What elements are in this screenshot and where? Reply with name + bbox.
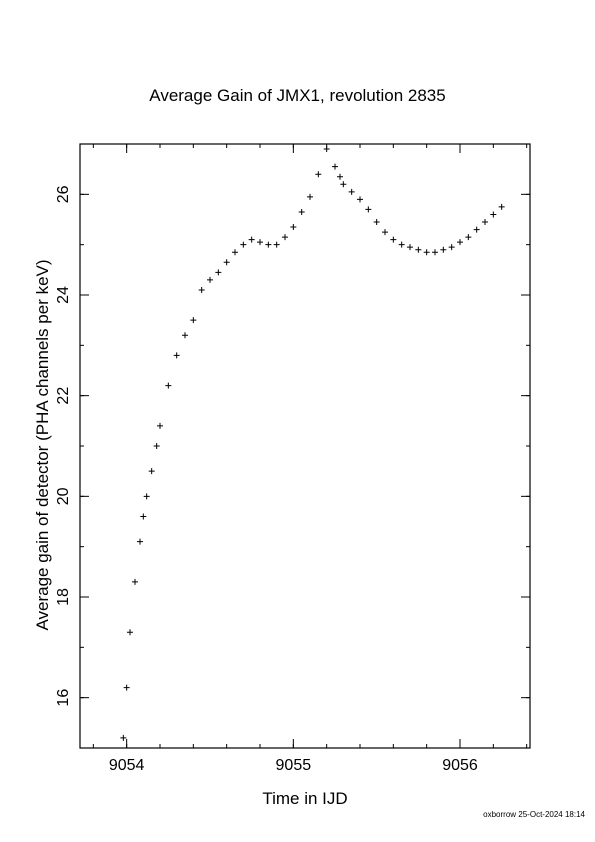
x-tick-label: 9054 — [109, 757, 145, 774]
x-tick-label: 9056 — [442, 757, 478, 774]
data-point — [215, 269, 222, 276]
data-point — [132, 578, 138, 585]
data-point — [232, 249, 238, 256]
data-point — [307, 193, 313, 200]
y-tick-label: 22 — [55, 387, 72, 405]
data-point — [190, 317, 197, 324]
data-point — [157, 422, 163, 429]
data-point — [457, 239, 463, 246]
data-point — [137, 538, 143, 545]
data-point — [143, 493, 150, 500]
data-point — [273, 241, 280, 248]
data-point — [423, 249, 430, 256]
data-point — [248, 236, 255, 243]
data-point — [440, 246, 447, 253]
data-point — [265, 241, 272, 248]
y-tick-label: 16 — [55, 689, 72, 707]
data-point — [498, 203, 505, 210]
footer-stamp: oxborrow 25-Oct-2024 18:14 — [483, 810, 585, 819]
data-point — [257, 239, 263, 246]
data-point — [198, 286, 205, 293]
data-point — [165, 382, 172, 389]
data-point — [182, 332, 188, 339]
data-point — [223, 259, 230, 266]
data-point — [348, 188, 355, 195]
data-point — [173, 352, 180, 359]
y-tick-label: 24 — [55, 286, 72, 304]
y-tick-label: 20 — [55, 487, 72, 505]
data-point — [407, 244, 413, 251]
data-point — [432, 249, 438, 256]
data-point — [123, 684, 130, 691]
data-point — [337, 173, 343, 180]
data-point — [282, 234, 288, 241]
data-point — [398, 241, 405, 248]
x-axis-label: Time in IJD — [262, 789, 348, 808]
data-point — [240, 241, 247, 248]
data-point — [332, 163, 338, 170]
plot-frame — [79, 143, 531, 749]
data-point — [373, 219, 380, 226]
data-point — [340, 181, 347, 188]
chart-title: Average Gain of JMX1, revolution 2835 — [149, 86, 446, 105]
data-point — [482, 219, 488, 226]
data-point — [490, 211, 497, 218]
data-point — [390, 236, 397, 243]
data-point — [140, 513, 147, 520]
data-point — [290, 224, 297, 231]
data-point — [382, 229, 388, 236]
data-point — [323, 146, 330, 153]
data-point — [473, 226, 480, 233]
data-point — [415, 246, 422, 253]
data-point — [207, 276, 213, 283]
data-point — [127, 629, 133, 636]
data-point — [120, 734, 127, 741]
data-point — [357, 196, 363, 203]
data-point — [465, 234, 472, 241]
data-point — [153, 443, 160, 449]
data-point — [148, 468, 155, 475]
data-point — [365, 206, 372, 213]
data-point — [448, 244, 455, 251]
y-tick-label: 26 — [55, 185, 72, 203]
x-tick-label: 9055 — [276, 757, 312, 774]
data-point — [315, 171, 322, 178]
data-point — [298, 208, 305, 215]
y-tick-label: 18 — [55, 588, 72, 606]
